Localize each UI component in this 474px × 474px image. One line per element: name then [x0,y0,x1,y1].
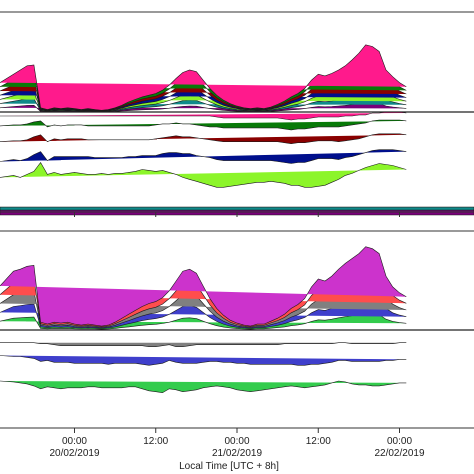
upper-panel-upper-stack [0,44,407,113]
lower-panel-lower-area-2 [0,342,407,347]
lower-panel-lower-stack [0,329,407,394]
x-tick-label-date-2: 21/02/2019 [212,448,262,459]
x-tick-label-time-0: 00:00 [62,436,87,447]
upper-panel-upper-area-6 [0,44,407,111]
upper-panel-lower-area-5 [0,119,407,131]
lower-panel-lower-area-1 [0,355,407,366]
x-tick-label-time-2: 00:00 [224,436,249,447]
lower-panel-axes [0,230,474,433]
upper-panel-axes [0,11,474,217]
lower-panel-lower-area-0 [0,380,407,394]
upper-panel [0,11,474,217]
lower-panel-upper-stack [0,246,407,330]
lower-panel [0,230,474,433]
x-tick-label-time-3: 12:00 [306,436,331,447]
x-tick-label-time-4: 00:00 [387,436,412,447]
upper-panel-lower-area-2 [0,161,407,188]
upper-panel-lower-area-6 [0,111,407,121]
upper-panel-lower-area-1 [0,206,474,211]
x-tick-label-time-1: 12:00 [143,436,168,447]
upper-panel-lower-area-4 [0,133,407,145]
upper-panel-lower-area-3 [0,149,407,164]
x-tick-label-date-0: 20/02/2019 [49,448,99,459]
upper-panel-lower-stack [0,111,474,216]
lower-panel-upper-area-4 [0,246,407,327]
x-axis-title: Local Time [UTC + 8h] [179,461,279,472]
x-tick-label-date-4: 22/02/2019 [374,448,424,459]
